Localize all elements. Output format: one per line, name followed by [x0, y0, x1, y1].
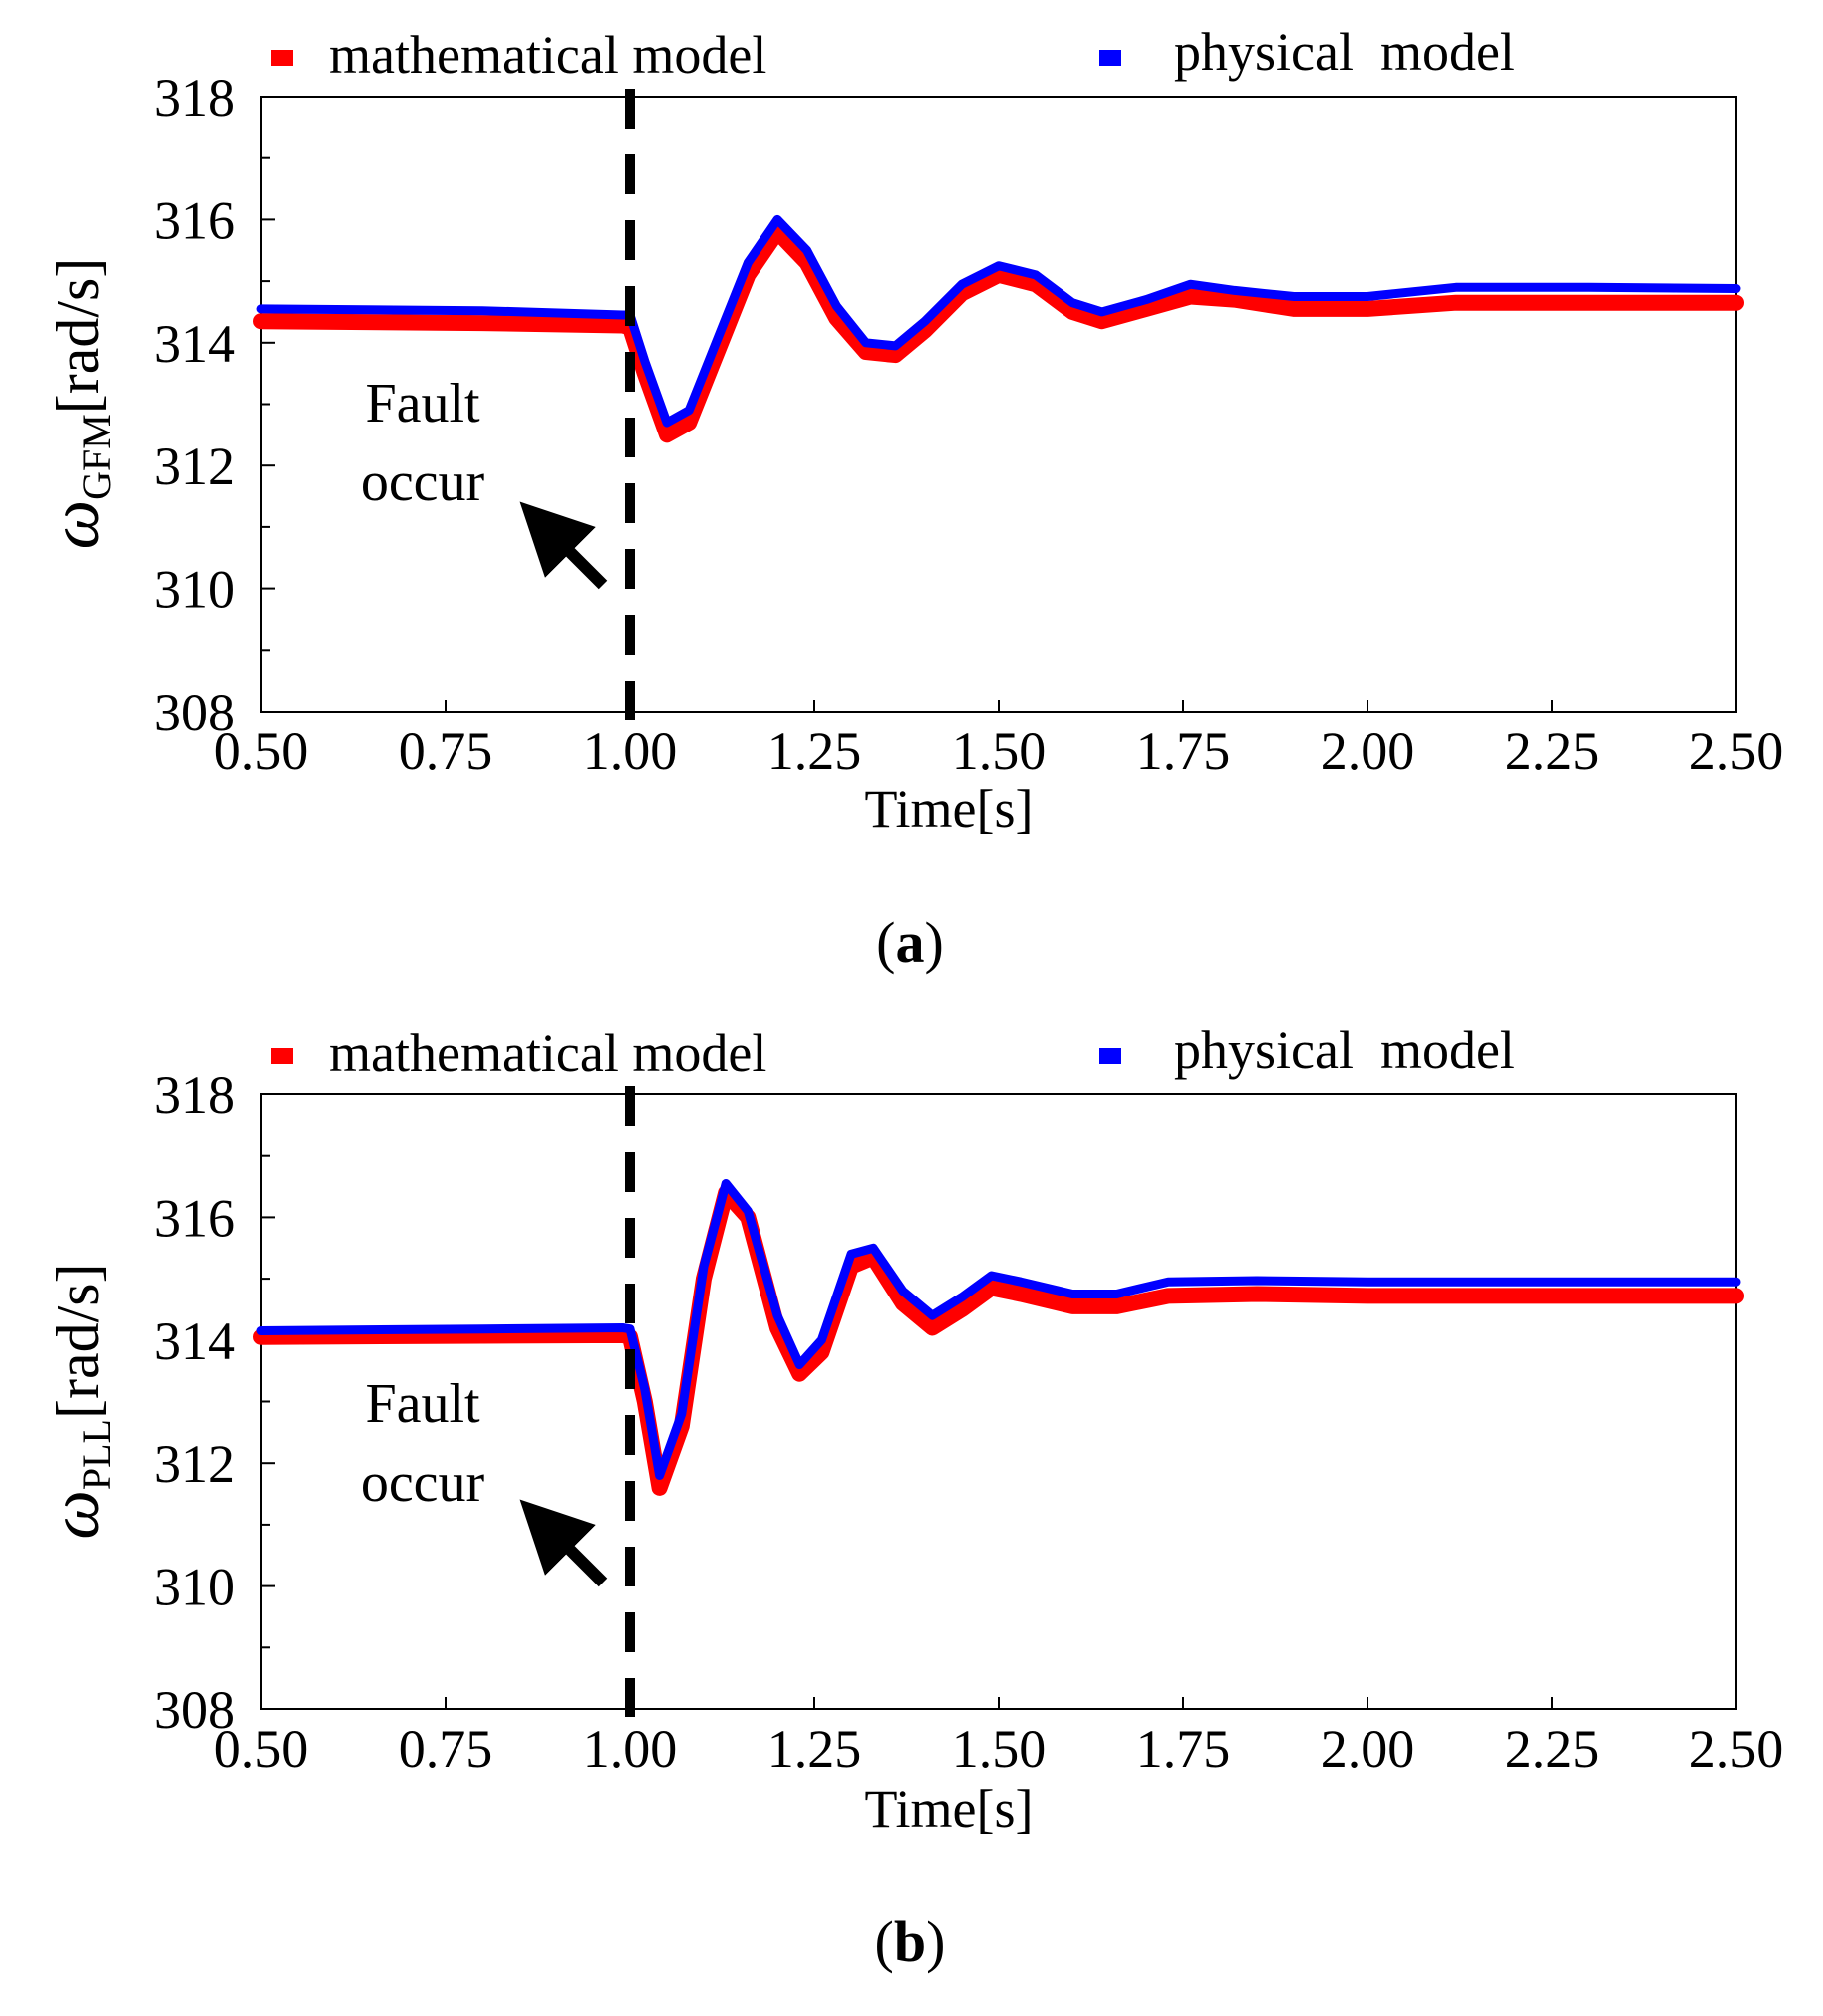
x-tick-label: 1.25 — [767, 721, 862, 781]
panel-caption-b: (b) — [875, 1909, 946, 1974]
x-tick-label: 0.50 — [214, 721, 309, 781]
x-tick-marks: 0.50 0.75 1.00 1.25 1.50 1.75 2.00 2.25 2.50 — [214, 1697, 1784, 1779]
legend-label-mathematical: mathematical model — [329, 1023, 766, 1083]
y-tick-label: 316 — [154, 1188, 235, 1248]
x-tick-label: 1.75 — [1136, 1719, 1231, 1779]
annotation-occur: occur — [361, 1452, 485, 1514]
series-line-mathematical — [253, 1184, 1744, 1496]
annotation-fault: Fault — [365, 373, 480, 434]
series-line-physical — [256, 214, 1741, 428]
y-tick-label: 308 — [154, 683, 235, 742]
series-line-physical — [256, 1179, 1741, 1480]
series-group — [253, 214, 1744, 443]
y-tick-marks: 308 310 312 314 316 318 — [154, 1065, 275, 1740]
y-axis-label: ωPLL[rad/s] — [37, 1263, 119, 1539]
legend-label-physical: physical model — [1174, 1020, 1515, 1080]
y-tick-label: 310 — [154, 560, 235, 620]
fault-arrow — [519, 1499, 608, 1587]
legend-label-physical: physical model — [1174, 22, 1515, 82]
x-tick-label: 2.25 — [1505, 721, 1600, 781]
x-axis-label: Time[s] — [864, 779, 1033, 839]
x-tick-label: 0.75 — [399, 721, 493, 781]
x-tick-label: 1.00 — [583, 1719, 678, 1779]
panel-caption-a: (a) — [876, 910, 944, 975]
x-tick-label: 2.25 — [1505, 1719, 1600, 1779]
y-tick-label: 318 — [154, 68, 235, 128]
y-axis-label: ωGFM[rad/s] — [37, 258, 119, 550]
x-tick-label: 1.25 — [767, 1719, 862, 1779]
legend-swatch-physical — [1099, 50, 1121, 66]
x-tick-label: 0.75 — [399, 1719, 493, 1779]
x-tick-label: 2.00 — [1321, 721, 1415, 781]
plot-frame — [260, 1093, 1737, 1710]
legend-swatch-mathematical — [271, 50, 293, 66]
annotation-occur: occur — [361, 451, 485, 513]
x-axis-label: Time[s] — [864, 1779, 1033, 1839]
y-tick-label: 308 — [154, 1680, 235, 1740]
y-tick-label: 312 — [154, 1434, 235, 1494]
plot-frame — [260, 96, 1737, 713]
x-tick-label: 2.50 — [1689, 721, 1784, 781]
x-tick-label: 2.50 — [1689, 1719, 1784, 1779]
x-tick-label: 1.50 — [952, 721, 1047, 781]
y-tick-label: 314 — [154, 1311, 235, 1371]
chart-panel-a: 308 310 312 314 316 318 0.50 0.75 1.00 1.25 1.50 1… — [37, 22, 1783, 975]
y-tick-label: 316 — [154, 190, 235, 250]
x-tick-label: 2.00 — [1321, 1719, 1415, 1779]
y-tick-label: 310 — [154, 1558, 235, 1617]
legend-label-mathematical: mathematical model — [329, 25, 766, 85]
fault-arrow — [519, 501, 608, 590]
y-tick-label: 318 — [154, 1065, 235, 1125]
x-tick-label: 1.50 — [952, 1719, 1047, 1779]
y-tick-label: 314 — [154, 314, 235, 374]
x-tick-label: 0.50 — [214, 1719, 309, 1779]
legend-swatch-mathematical — [271, 1048, 293, 1064]
x-tick-label: 1.75 — [1136, 721, 1231, 781]
y-tick-label: 312 — [154, 436, 235, 496]
annotation-fault: Fault — [365, 1373, 480, 1435]
y-tick-marks: 308 310 312 314 316 318 — [154, 68, 275, 742]
series-group — [253, 1179, 1744, 1496]
chart-panel-b: 308 310 312 314 316 318 0.50 0.75 1.00 1.25 1.50 1… — [37, 1020, 1783, 1974]
x-tick-label: 1.00 — [583, 721, 678, 781]
legend-swatch-physical — [1099, 1048, 1121, 1064]
